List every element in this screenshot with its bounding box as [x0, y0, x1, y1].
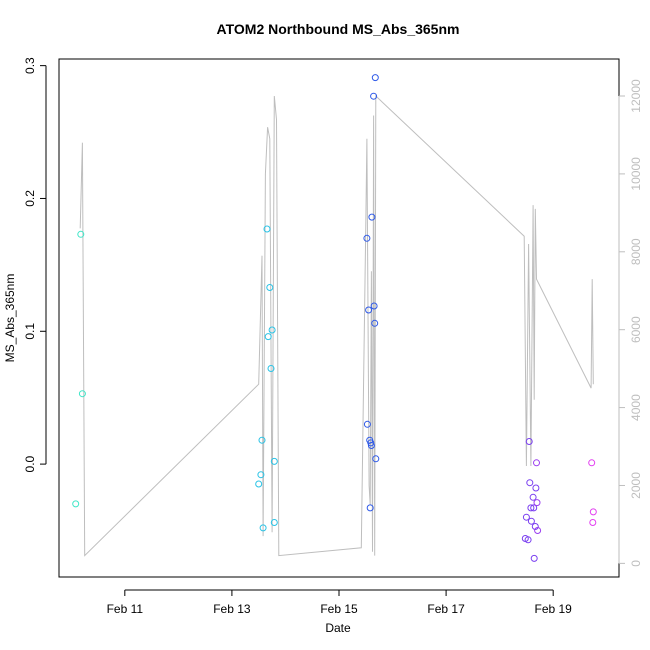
secondary-y-tick-label: 0	[629, 560, 643, 567]
data-point	[259, 524, 267, 532]
data-point	[530, 554, 538, 562]
data-point	[366, 504, 374, 512]
data-point	[530, 504, 538, 512]
data-point	[533, 499, 541, 507]
data-point	[263, 225, 271, 233]
secondary-y-tick-label: 8000	[629, 238, 643, 265]
secondary-y-tick-label: 6000	[629, 316, 643, 343]
x-tick-label: Feb 19	[535, 602, 573, 616]
data-point	[531, 523, 539, 530]
data-point	[529, 493, 537, 501]
y-tick-label: 0.1	[23, 323, 37, 340]
data-point	[257, 471, 265, 479]
secondary-y-tick-label: 12000	[629, 79, 643, 113]
data-point	[527, 517, 535, 525]
secondary-series-line	[79, 94, 594, 557]
data-point	[526, 479, 534, 487]
data-point	[78, 390, 86, 398]
data-point	[533, 459, 540, 467]
data-point	[363, 420, 371, 428]
data-point	[588, 459, 596, 467]
x-axis: Feb 11 Feb 13 Feb 15 Feb 17 Feb 19	[107, 589, 573, 616]
data-point	[258, 436, 266, 444]
data-point	[589, 508, 597, 516]
data-point	[255, 480, 263, 488]
data-point	[363, 234, 371, 242]
y-tick-label: 0.3	[23, 57, 37, 74]
secondary-y-tick-label: 2000	[629, 472, 643, 499]
data-point	[367, 442, 375, 449]
secondary-y-tick-label: 10000	[629, 157, 643, 191]
points-layer	[72, 74, 597, 562]
secondary-y-axis: 0 2000 4000 6000 8000 10000 12000	[618, 79, 643, 567]
x-tick-label: Feb 11	[107, 602, 144, 616]
data-point	[370, 302, 378, 310]
data-point	[367, 439, 375, 447]
data-point	[270, 519, 278, 526]
x-tick-label: Feb 15	[320, 602, 358, 616]
data-point	[589, 519, 597, 526]
data-point	[371, 319, 379, 327]
data-point	[370, 92, 378, 100]
x-axis-label: Date	[325, 621, 351, 635]
x-tick-label: Feb 17	[427, 602, 465, 616]
data-point	[525, 438, 533, 445]
data-point	[270, 457, 278, 465]
data-point	[266, 284, 274, 291]
data-point	[267, 365, 275, 372]
secondary-y-tick-label: 4000	[629, 394, 643, 421]
y-axis-label: MS_Abs_365nm	[3, 274, 17, 363]
data-point	[371, 74, 379, 82]
data-point	[522, 513, 530, 521]
data-point	[368, 213, 376, 221]
y-axis: 0.0 0.1 0.2 0.3	[23, 57, 47, 472]
data-point	[365, 306, 373, 314]
x-tick-label: Feb 13	[213, 602, 251, 616]
data-point	[534, 527, 542, 534]
data-point	[527, 504, 535, 512]
data-point	[268, 326, 276, 334]
data-point	[532, 484, 540, 492]
data-point	[524, 536, 532, 544]
data-point	[264, 333, 272, 341]
data-point	[372, 455, 380, 463]
data-point	[72, 500, 80, 508]
secondary-line-layer	[79, 94, 594, 557]
y-tick-label: 0.0	[23, 455, 37, 472]
y-tick-label: 0.2	[23, 190, 37, 207]
data-point	[77, 230, 85, 238]
chart-title: ATOM2 Northbound MS_Abs_365nm	[217, 21, 460, 37]
